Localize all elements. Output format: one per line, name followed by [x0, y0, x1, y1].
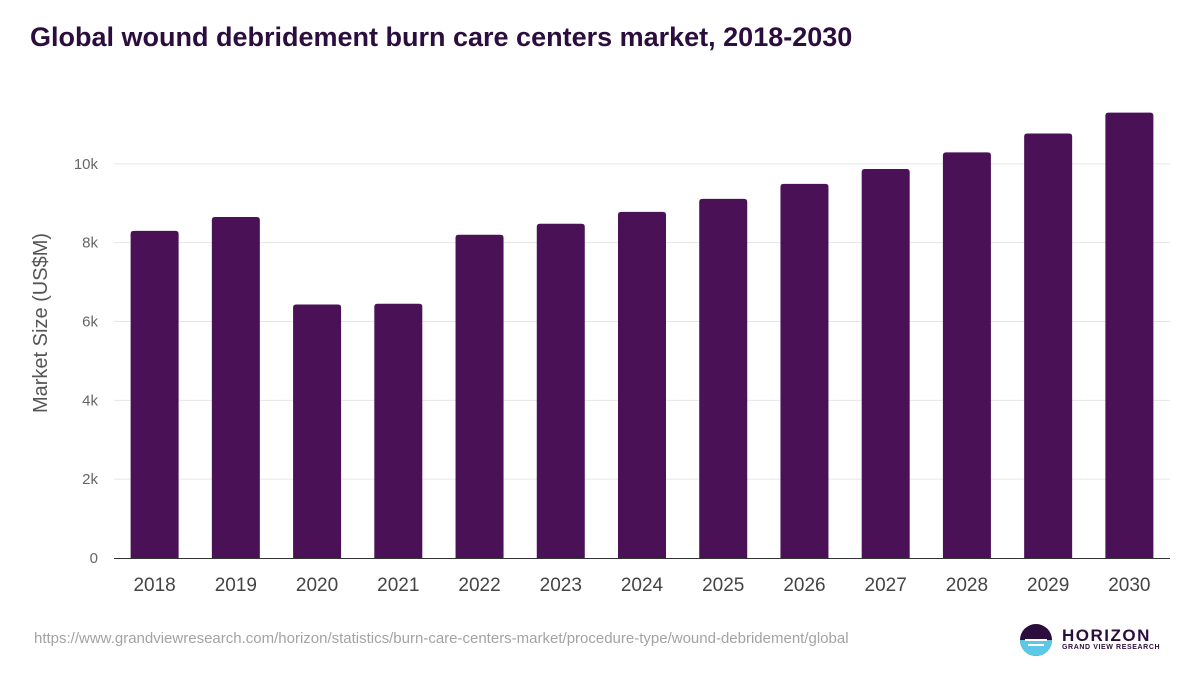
- bar-2030: [1105, 112, 1154, 558]
- horizon-logo-icon: [1020, 624, 1052, 656]
- y-tick-label: 2k: [82, 471, 98, 488]
- bar-2023: [536, 223, 585, 558]
- bar-2026: [780, 183, 829, 558]
- y-tick-label: 0: [90, 550, 98, 567]
- bar-2025: [699, 198, 748, 558]
- x-tick-label: 2028: [946, 575, 988, 596]
- y-tick-labels: 0 2k 4k 6k 8k 10k: [74, 156, 99, 567]
- bar-2018: [130, 230, 179, 558]
- x-tick-label: 2022: [458, 575, 500, 596]
- x-tick-label: 2026: [783, 575, 825, 596]
- y-tick-label: 8k: [82, 235, 98, 252]
- bar-2029: [1024, 133, 1073, 559]
- bar-2027: [861, 168, 910, 558]
- x-tick-label: 2021: [377, 575, 419, 596]
- y-axis-label: Market Size (US$M): [30, 233, 52, 413]
- x-tick-label: 2027: [865, 575, 907, 596]
- bar-2022: [455, 234, 504, 559]
- bar-chart: 0 2k 4k 6k 8k 10k 2018 2019 2020 2021 2022 2023 202…: [30, 112, 1170, 596]
- bar-2021: [374, 303, 423, 558]
- x-tick-labels: 2018 2019 2020 2021 2022 2023 2024 2025 2026 2027…: [133, 575, 1150, 596]
- y-tick-label: 6k: [82, 314, 98, 331]
- bars: [130, 112, 1154, 559]
- bar-2024: [618, 211, 666, 558]
- source-url[interactable]: https://www.grandviewresearch.com/horizo…: [34, 630, 849, 647]
- x-tick-label: 2025: [702, 575, 744, 596]
- logo-subtitle: GRAND VIEW RESEARCH: [1062, 644, 1161, 651]
- x-tick-label: 2024: [621, 575, 664, 596]
- x-tick-label: 2029: [1027, 575, 1069, 596]
- chart-title: Global wound debridement burn care cente…: [30, 22, 853, 52]
- x-tick-label: 2030: [1108, 575, 1150, 596]
- logo-name: HORIZON: [1062, 626, 1151, 645]
- bar-2028: [942, 152, 991, 558]
- y-tick-label: 10k: [74, 156, 99, 173]
- y-tick-label: 4k: [82, 392, 98, 409]
- bar-2019: [211, 217, 260, 558]
- x-tick-label: 2018: [133, 575, 175, 596]
- bar-2020: [293, 304, 342, 558]
- x-tick-label: 2020: [296, 575, 338, 596]
- horizon-logo: HORIZON GRAND VIEW RESEARCH: [1018, 622, 1161, 658]
- x-tick-label: 2019: [215, 575, 257, 596]
- x-tick-label: 2023: [540, 575, 582, 596]
